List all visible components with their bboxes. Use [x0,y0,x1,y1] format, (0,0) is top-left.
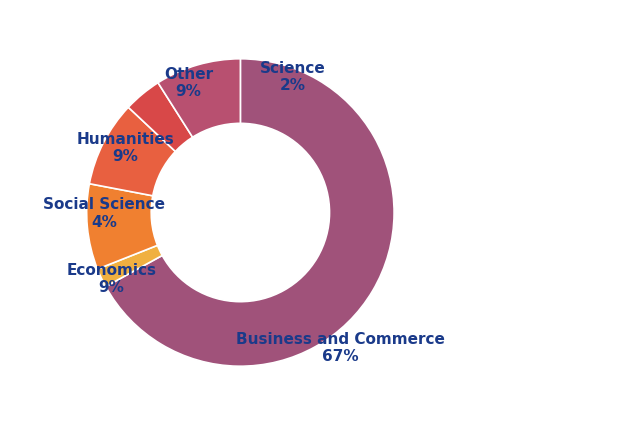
Text: Social Science
4%: Social Science 4% [43,197,165,229]
Wedge shape [89,108,176,196]
Wedge shape [158,60,240,138]
Text: Other
9%: Other 9% [164,66,213,99]
Text: Economics
9%: Economics 9% [67,262,156,294]
Text: Humanities
9%: Humanities 9% [76,132,174,164]
Wedge shape [106,60,394,366]
Wedge shape [97,246,162,287]
Wedge shape [128,83,192,152]
Text: Business and Commerce
67%: Business and Commerce 67% [236,331,445,363]
Text: Science
2%: Science 2% [260,61,325,93]
Wedge shape [87,184,158,270]
